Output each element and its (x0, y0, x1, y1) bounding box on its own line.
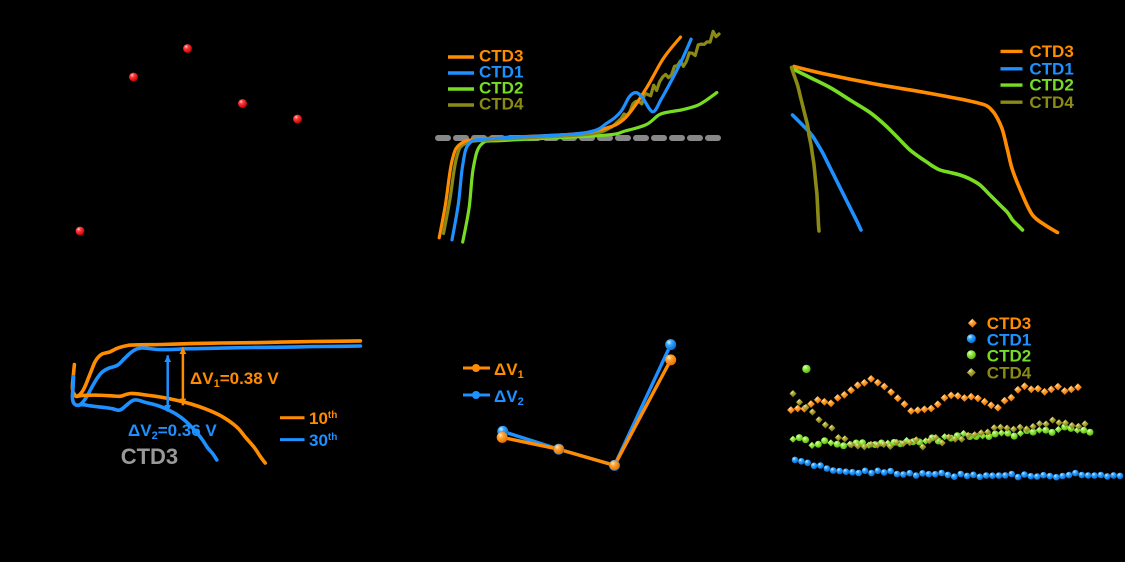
svg-text:ΔV2=0.36 V: ΔV2=0.36 V (128, 421, 217, 442)
svg-text:CTD3: CTD3 (121, 444, 178, 469)
svg-text:CTD3: CTD3 (1029, 42, 1073, 61)
svg-text:ΔV1=0.38 V: ΔV1=0.38 V (190, 369, 279, 390)
svg-text:30th: 30th (309, 431, 337, 450)
svg-text:ΔV1: ΔV1 (494, 360, 524, 381)
svg-text:10th: 10th (309, 409, 337, 428)
svg-text:CTD4: CTD4 (479, 95, 524, 114)
svg-text:ΔV2: ΔV2 (494, 387, 524, 408)
svg-text:CTD4: CTD4 (987, 364, 1032, 383)
svg-text:CTD4: CTD4 (1029, 93, 1074, 112)
